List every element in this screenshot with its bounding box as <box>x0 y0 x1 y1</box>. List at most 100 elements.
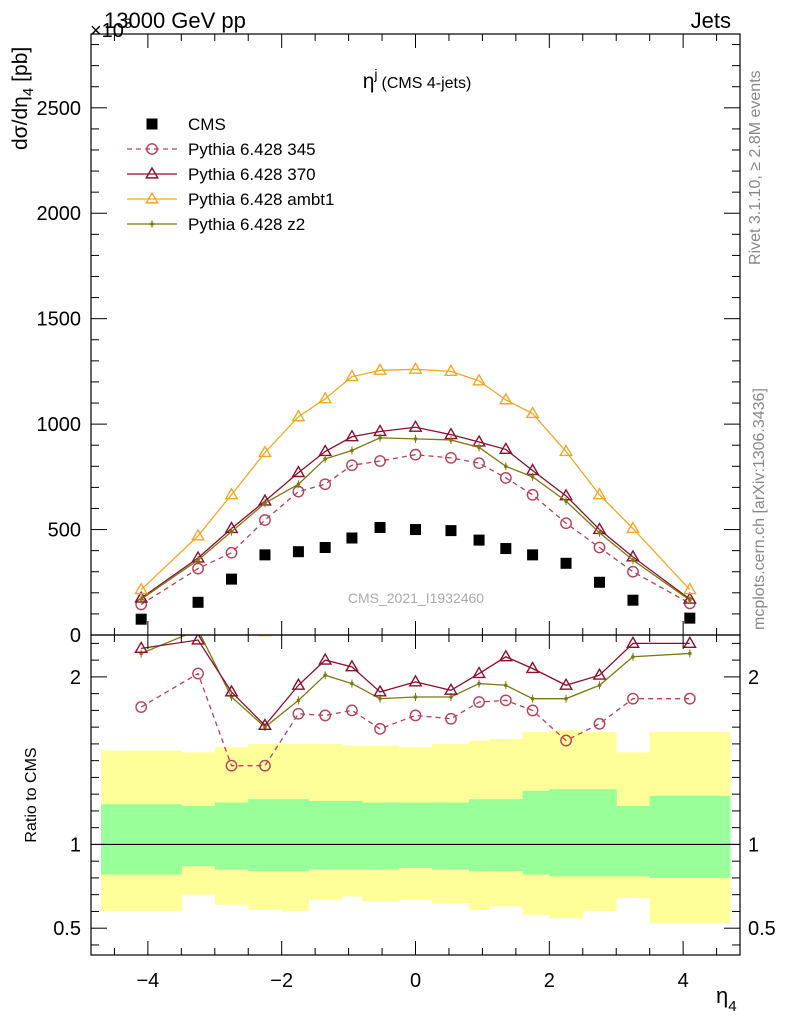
ylabel-sub: 4 <box>20 88 37 96</box>
main-series-0-point-12 <box>527 549 539 561</box>
main-series-1-point-15 <box>627 565 639 578</box>
legend-label-3: Pythia 6.428 ambt1 <box>188 190 334 209</box>
main-series-0-point-0 <box>135 613 147 625</box>
ratio-ytick-label-1: 1 <box>70 834 81 856</box>
main-series-0-point-11 <box>500 543 512 555</box>
ratio-series-2-point-10 <box>473 557 484 567</box>
ratio-series-0-point-13 <box>560 734 572 747</box>
ratio-band-green-6 <box>341 800 363 870</box>
main-ytick-label-2: 1000 <box>37 414 82 436</box>
ratio-series-2-point-16 <box>684 555 695 565</box>
main-series-0-point-15 <box>627 594 639 606</box>
ratio-series-0-point-9 <box>445 712 457 725</box>
ratio-band-green-0 <box>101 804 182 875</box>
ylabel-unit: [pb] <box>9 47 32 82</box>
ratio-series-0-point-16 <box>683 692 696 705</box>
ratio-band-green-15 <box>616 805 651 877</box>
ratio-band-green-11 <box>489 799 524 872</box>
title-sup: j <box>373 66 377 82</box>
main-series-2-point-8 <box>408 419 423 432</box>
ratio-series-1-point-7 <box>373 684 387 697</box>
ratio-band-green-8 <box>398 802 433 868</box>
xlabel-main: η <box>716 983 728 1008</box>
jets-label: Jets <box>691 8 731 33</box>
ratio-series-1-point-0 <box>134 641 149 653</box>
main-series-3-point-13 <box>559 444 573 457</box>
main-series-3-point-5 <box>318 391 333 404</box>
main-series-3-point-9 <box>444 364 458 376</box>
legend-marker-1 <box>146 143 158 155</box>
main-series-3-point-3 <box>258 445 272 458</box>
main-ytick-label-0: 0 <box>70 625 81 647</box>
ratio-series-0-point-14 <box>593 717 606 730</box>
ratio-series-0-point-7 <box>374 722 386 735</box>
ratio-series-0-point-2 <box>225 759 238 772</box>
main-series-1-point-7 <box>374 455 386 467</box>
main-series-3-point-15 <box>626 521 640 534</box>
ratio-series-2-point-0 <box>135 525 146 535</box>
ratio-ytick-label-right-0: 0.5 <box>748 918 776 940</box>
main-series-0-point-13 <box>560 557 572 569</box>
main-series-1-line <box>140 454 691 605</box>
main-series-1-point-6 <box>346 459 358 472</box>
ratio-series-0-point-3 <box>259 759 271 772</box>
ratio-plot-panel: 0.5 0.51 12 2−4 −2 0 2 4 Ratio to CMS η4 <box>23 493 776 1015</box>
ratio-series-2-point-13 <box>560 577 571 587</box>
main-series-0-point-6 <box>346 532 358 544</box>
beam-label: 13000 GeV pp <box>104 8 246 33</box>
main-series-3-point-1 <box>191 528 205 541</box>
ratio-series-1-point-4 <box>291 677 306 690</box>
ratio-series-1-point-2 <box>224 684 239 697</box>
ratio-xtick-label-0: −4 <box>136 970 159 992</box>
main-series-3-point-8 <box>408 361 423 374</box>
legend: CMS Pythia 6.428 345 Pythia 6.428 370 Pythi… <box>127 115 334 234</box>
ratio-y-axis-label: Ratio to CMS <box>23 747 40 842</box>
legend-marker-2 <box>145 166 159 179</box>
ratio-series-2-point-2 <box>226 585 237 595</box>
ratio-series-2-point-15 <box>627 493 638 503</box>
ratio-series-0-point-4 <box>292 707 305 720</box>
ratio-band-green-10 <box>469 799 490 872</box>
rivet-label: Rivet 3.1.10, ≥ 2.8M events <box>747 70 764 265</box>
ratio-series-2-point-1 <box>192 498 203 508</box>
ratio-series-2-point-4 <box>293 567 304 577</box>
ratio-xtick-label-4: 4 <box>678 970 689 992</box>
ratio-xtick-label-2: 0 <box>410 970 421 992</box>
main-series-2-point-11 <box>498 442 513 455</box>
main-series-1-point-14 <box>593 541 606 554</box>
ratio-series-1-point-12 <box>525 661 540 674</box>
ratio-series-1-point-15 <box>626 636 640 648</box>
ratio-band-green-5 <box>308 800 343 870</box>
xlabel-sub: 4 <box>728 998 736 1015</box>
main-series-1-point-5 <box>319 478 332 491</box>
main-series-2-point-4 <box>291 465 306 478</box>
main-series-3-point-7 <box>373 362 387 375</box>
main-ytick-label-5: 2500 <box>37 98 82 120</box>
main-series-0-point-7 <box>374 521 386 533</box>
ratio-series-1-point-6 <box>345 659 359 672</box>
ratio-series-2-point-6 <box>346 560 357 570</box>
ratio-series-1-point-9 <box>444 682 458 695</box>
ratio-band-green-12 <box>522 790 550 875</box>
watermark: CMS_2021_I1932460 <box>348 590 484 606</box>
ratio-series-0-point-11 <box>499 694 512 707</box>
ratio-series-0-point-12 <box>526 704 539 717</box>
ratio-series-2-line <box>141 499 690 631</box>
ratio-series-0-point-10 <box>473 696 485 708</box>
ratio-band-green-4 <box>281 799 309 872</box>
main-series-3-point-4 <box>291 409 306 422</box>
ratio-series-0-point-8 <box>409 709 422 722</box>
main-series-0-point-1 <box>192 596 204 608</box>
x-axis-label: η4 <box>716 983 737 1015</box>
ratio-band-green-3 <box>248 799 283 872</box>
ratio-series-2-point-14 <box>594 560 605 570</box>
ratio-series-2-point-5 <box>319 554 330 564</box>
exponent-power: 3 <box>124 15 132 31</box>
ratio-band-green-13 <box>549 789 584 877</box>
title-sub: (CMS 4-jets) <box>382 75 472 92</box>
main-series-0-point-4 <box>292 546 304 558</box>
main-series-3-point-14 <box>592 487 607 500</box>
main-series-1-point-2 <box>225 546 238 559</box>
ratio-band-green-2 <box>214 802 249 870</box>
